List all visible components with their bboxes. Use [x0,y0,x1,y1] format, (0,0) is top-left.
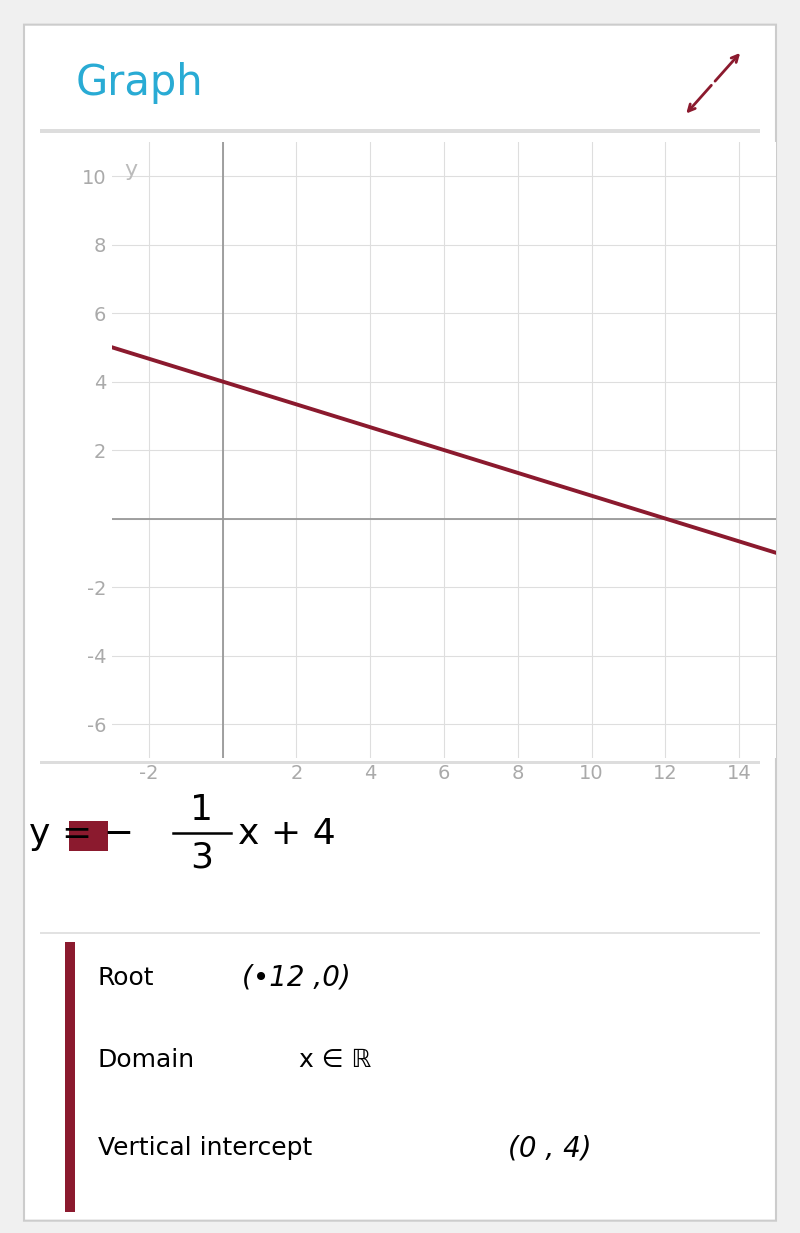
Text: Domain: Domain [98,1048,194,1071]
Text: Vertical intercept: Vertical intercept [98,1136,312,1160]
Text: y = −: y = − [29,817,134,851]
Bar [69,821,109,851]
Text: (•12 ,0): (•12 ,0) [242,964,350,991]
Text: 1: 1 [190,793,214,827]
Text: x ∈ ℝ: x ∈ ℝ [299,1048,371,1071]
Text: y: y [124,160,137,180]
Text: x + 4: x + 4 [238,817,336,851]
Text: (0 , 4): (0 , 4) [508,1134,592,1161]
Text: Graph: Graph [76,62,204,105]
Text: 3: 3 [190,841,214,874]
Bar [66,942,74,1212]
Text: Root: Root [98,965,154,990]
